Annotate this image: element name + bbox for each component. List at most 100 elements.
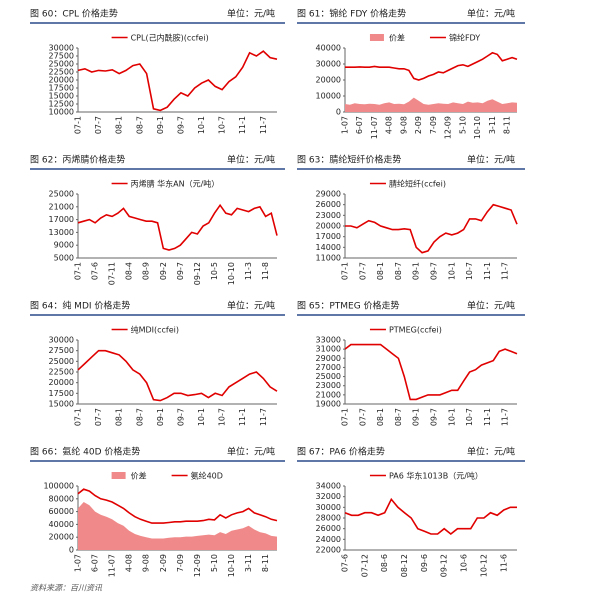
y-tick-label: 33000 — [316, 336, 341, 345]
y-tick-label: 15000 — [49, 400, 74, 409]
line — [345, 51, 518, 81]
y-tick-label: 9000 — [54, 241, 74, 250]
area — [78, 502, 277, 550]
y-tick-label: 13000 — [49, 228, 74, 237]
panel-unit: 单位：元/吨 — [467, 8, 515, 20]
legend-label: 丙烯腈 华东AN（元/吨） — [131, 179, 220, 189]
x-tick-label: 08-7 — [135, 408, 144, 426]
y-tick-label: 80000 — [49, 494, 74, 503]
x-tick-label: 09-12 — [440, 554, 449, 577]
x-tick-label: 08-7 — [135, 116, 144, 134]
legend-label: 锦纶FDY — [449, 33, 480, 43]
y-tick-label: 40000 — [49, 520, 74, 529]
x-tick-label: 6-07 — [91, 554, 100, 572]
panel-title: 图 66：氨纶 40D 价格走势 — [30, 446, 140, 458]
x-tick-label: 10-1 — [447, 408, 456, 426]
panel-unit: 单位：元/吨 — [227, 8, 275, 20]
x-tick-label: 10-5 — [210, 262, 219, 280]
x-tick-label: 07-7 — [358, 408, 367, 426]
x-tick-label: 9-08 — [399, 116, 408, 134]
x-tick-label: 09-1 — [412, 408, 421, 426]
x-tick-label: 11-3 — [244, 262, 253, 280]
x-tick-label: 12-09 — [444, 116, 453, 139]
x-tick-label: 08-4 — [125, 262, 134, 280]
legend-label: 纯MDI(ccfei) — [131, 325, 179, 335]
x-tick-label: 09-12 — [193, 262, 202, 285]
x-tick-label: 09-6 — [420, 554, 429, 572]
y-tick-label: 32000 — [316, 492, 341, 501]
legend-label: PA6 华东1013B（元/吨） — [389, 471, 483, 481]
x-tick-label: 11-7 — [501, 408, 510, 426]
x-tick-label: 08-6 — [380, 554, 389, 572]
x-tick-label: 07-6 — [91, 262, 100, 280]
legend-swatch — [369, 34, 384, 41]
x-tick-label: 11-6 — [499, 554, 508, 572]
y-tick-label: 29000 — [316, 190, 341, 199]
panel-title: 图 67：PA6 价格走势 — [297, 446, 385, 458]
x-tick-label: 10-7 — [465, 262, 474, 280]
y-tick-label: 21000 — [316, 390, 341, 399]
y-tick-label: 20000 — [49, 76, 74, 85]
x-tick-label: 10-6 — [460, 554, 469, 572]
panel-unit: 单位：元/吨 — [227, 446, 275, 458]
x-tick-label: 8-11 — [261, 554, 270, 572]
x-tick-label: 09-2 — [159, 262, 168, 280]
x-tick-label: 07-12 — [360, 554, 369, 577]
x-tick-label: 08-1 — [115, 116, 124, 134]
y-tick-label: 20000 — [316, 76, 341, 85]
x-tick-label: 09-7 — [176, 262, 185, 280]
x-tick-label: 11-1 — [483, 408, 492, 426]
y-tick-label: 22500 — [49, 68, 74, 77]
y-tick-label: 10000 — [316, 92, 341, 101]
x-tick-label: 1-07 — [74, 554, 83, 572]
panel-title: 图 64：纯 MDI 价格走势 — [30, 300, 130, 312]
y-tick-label: 27000 — [316, 363, 341, 372]
legend-label: 价差 — [131, 471, 147, 481]
y-tick-label: 34000 — [316, 482, 341, 491]
y-tick-label: 25000 — [49, 357, 74, 366]
line — [345, 203, 518, 254]
y-tick-label: 30000 — [49, 336, 74, 345]
source-note: 资料来源：百川资讯 — [30, 584, 103, 593]
x-tick-label: 08-1 — [376, 262, 385, 280]
x-tick-label: 11-8 — [261, 262, 270, 280]
y-tick-label: 5000 — [54, 254, 74, 263]
y-tick-label: 12500 — [49, 100, 74, 109]
x-tick-label: 07-1 — [341, 408, 350, 426]
x-tick-label: 6-07 — [355, 116, 364, 134]
x-tick-label: 10-7 — [218, 116, 227, 134]
line — [344, 343, 518, 401]
y-tick-label: 17500 — [49, 389, 74, 398]
y-tick-label: 17000 — [49, 215, 74, 224]
x-tick-label: 07-1 — [74, 262, 83, 280]
x-tick-label: 11-07 — [108, 554, 117, 577]
legend-label: PTMEG(ccfei) — [389, 326, 442, 335]
x-tick-label: 1-07 — [341, 116, 350, 134]
legend-label: CPL(己内酰胺)(ccfei) — [131, 33, 209, 43]
x-tick-label: 09-7 — [176, 408, 185, 426]
x-tick-label: 11-1 — [483, 262, 492, 280]
x-tick-label: 07-11 — [108, 262, 117, 285]
y-tick-label: 20000 — [49, 533, 74, 542]
x-tick-label: 2-09 — [159, 554, 168, 572]
y-tick-label: 0 — [336, 108, 341, 117]
x-tick-label: 11-1 — [238, 408, 247, 426]
y-tick-label: 14000 — [316, 243, 341, 252]
x-tick-label: 09-1 — [156, 408, 165, 426]
line — [77, 349, 278, 402]
y-tick-label: 17000 — [316, 232, 341, 241]
legend-label: 价差 — [389, 33, 405, 43]
y-tick-label: 100000 — [43, 482, 74, 491]
x-tick-label: 08-12 — [400, 554, 409, 577]
x-tick-label: 09-7 — [429, 262, 438, 280]
y-tick-label: 24000 — [316, 535, 341, 544]
y-tick-label: 10000 — [49, 108, 74, 117]
x-tick-label: 09-1 — [412, 262, 421, 280]
x-tick-label: 11-7 — [259, 408, 268, 426]
legend-label: 氨纶40D — [191, 471, 223, 481]
x-tick-label: 10-7 — [465, 408, 474, 426]
x-tick-label: 7-09 — [429, 116, 438, 134]
x-tick-label: 08-7 — [394, 262, 403, 280]
y-tick-label: 27500 — [49, 52, 74, 61]
